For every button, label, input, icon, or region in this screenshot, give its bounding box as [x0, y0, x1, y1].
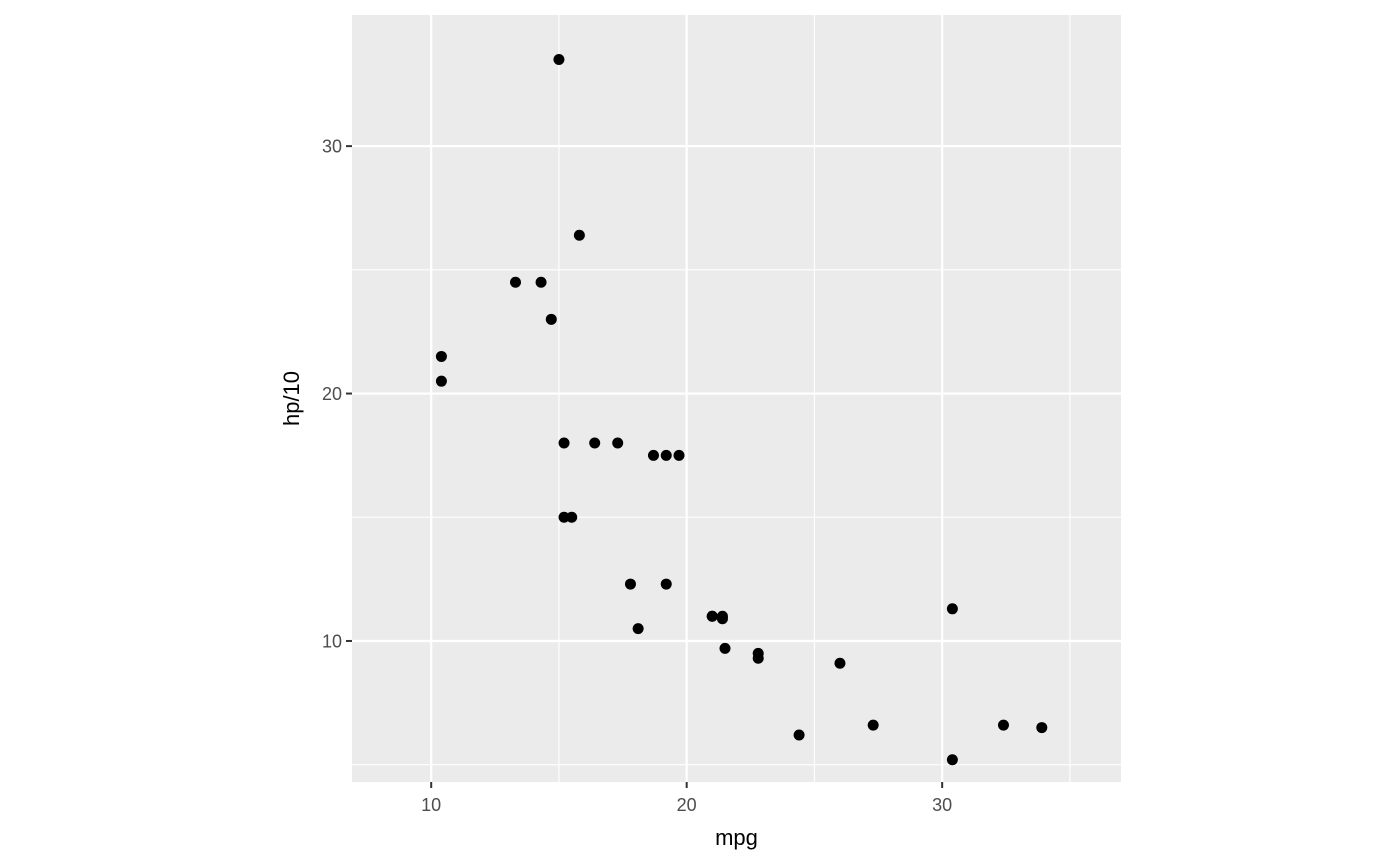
data-point	[719, 642, 731, 654]
data-point	[673, 449, 685, 461]
x-axis: 10 20 30	[421, 782, 952, 815]
data-point	[752, 647, 764, 659]
data-point	[612, 437, 624, 449]
x-axis-title: mpg	[715, 825, 758, 850]
data-point	[946, 754, 958, 766]
major-gridlines	[352, 15, 1121, 782]
data-point	[660, 449, 672, 461]
y-tick-label: 30	[322, 137, 342, 157]
data-point	[867, 719, 879, 731]
data-point	[566, 511, 578, 523]
data-point	[589, 437, 601, 449]
y-axis: 10 20 30	[322, 137, 352, 651]
x-tick-label: 10	[421, 795, 441, 815]
data-point	[624, 578, 636, 590]
data-point	[647, 449, 659, 461]
x-tick-label: 20	[677, 795, 697, 815]
minor-gridlines	[352, 15, 1121, 782]
data-point	[435, 375, 447, 387]
data-point	[793, 729, 805, 741]
plot-panel	[352, 15, 1121, 782]
y-axis-title: hp/10	[279, 371, 304, 426]
data-point	[834, 657, 846, 669]
data-point	[510, 276, 522, 288]
data-point	[535, 276, 547, 288]
data-point	[573, 229, 585, 241]
x-tick-label: 30	[932, 795, 952, 815]
data-point	[558, 511, 570, 523]
y-tick-label: 20	[322, 384, 342, 404]
data-point	[716, 613, 728, 625]
data-point	[435, 350, 447, 362]
data-point	[660, 578, 672, 590]
data-point	[997, 719, 1009, 731]
data-point	[1036, 722, 1048, 734]
data-points	[435, 54, 1048, 766]
data-point	[946, 603, 958, 615]
y-tick-label: 10	[322, 631, 342, 651]
data-point	[545, 313, 557, 325]
data-point	[632, 623, 644, 635]
data-point	[706, 610, 718, 622]
data-point	[558, 437, 570, 449]
data-point	[553, 54, 565, 66]
